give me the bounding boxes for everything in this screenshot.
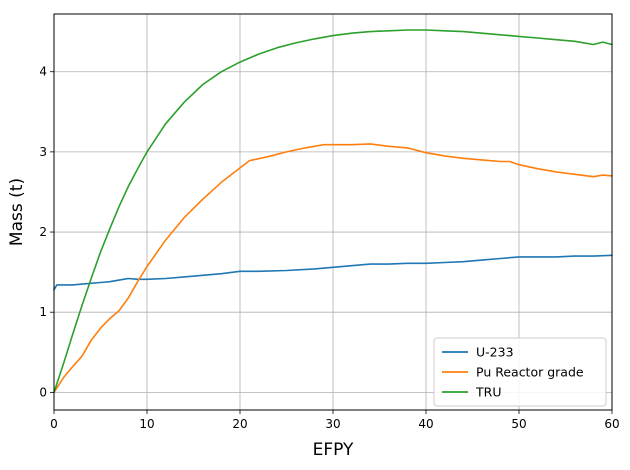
ticks: 0 10 20 30 40 50 60 0 1 2 3 4 (39, 65, 619, 431)
series-line-2 (53, 29, 613, 394)
series-line-0 (53, 254, 613, 291)
x-tick-label: 40 (418, 417, 433, 431)
legend: U-233 Pu Reactor grade TRU (433, 337, 607, 407)
legend-label-u233: U-233 (476, 345, 514, 360)
y-tick-label: 0 (39, 385, 47, 399)
series-line-1 (53, 143, 613, 394)
legend-label-tru: TRU (475, 385, 501, 400)
y-axis-label: Mass (t) (7, 178, 27, 246)
series-lines (53, 29, 613, 394)
x-tick-label: 60 (604, 417, 619, 431)
x-tick-label: 20 (232, 417, 247, 431)
y-tick-label: 2 (39, 225, 47, 239)
y-tick-label: 3 (39, 145, 47, 159)
x-axis-label: EFPY (313, 440, 354, 460)
legend-label-pu-reactor-grade: Pu Reactor grade (476, 365, 584, 380)
x-tick-label: 30 (325, 417, 340, 431)
y-tick-label: 1 (39, 305, 47, 319)
x-tick-label: 0 (50, 417, 58, 431)
y-tick-label: 4 (39, 65, 47, 79)
x-tick-label: 50 (511, 417, 526, 431)
legend-box (433, 337, 607, 407)
x-tick-label: 10 (139, 417, 154, 431)
